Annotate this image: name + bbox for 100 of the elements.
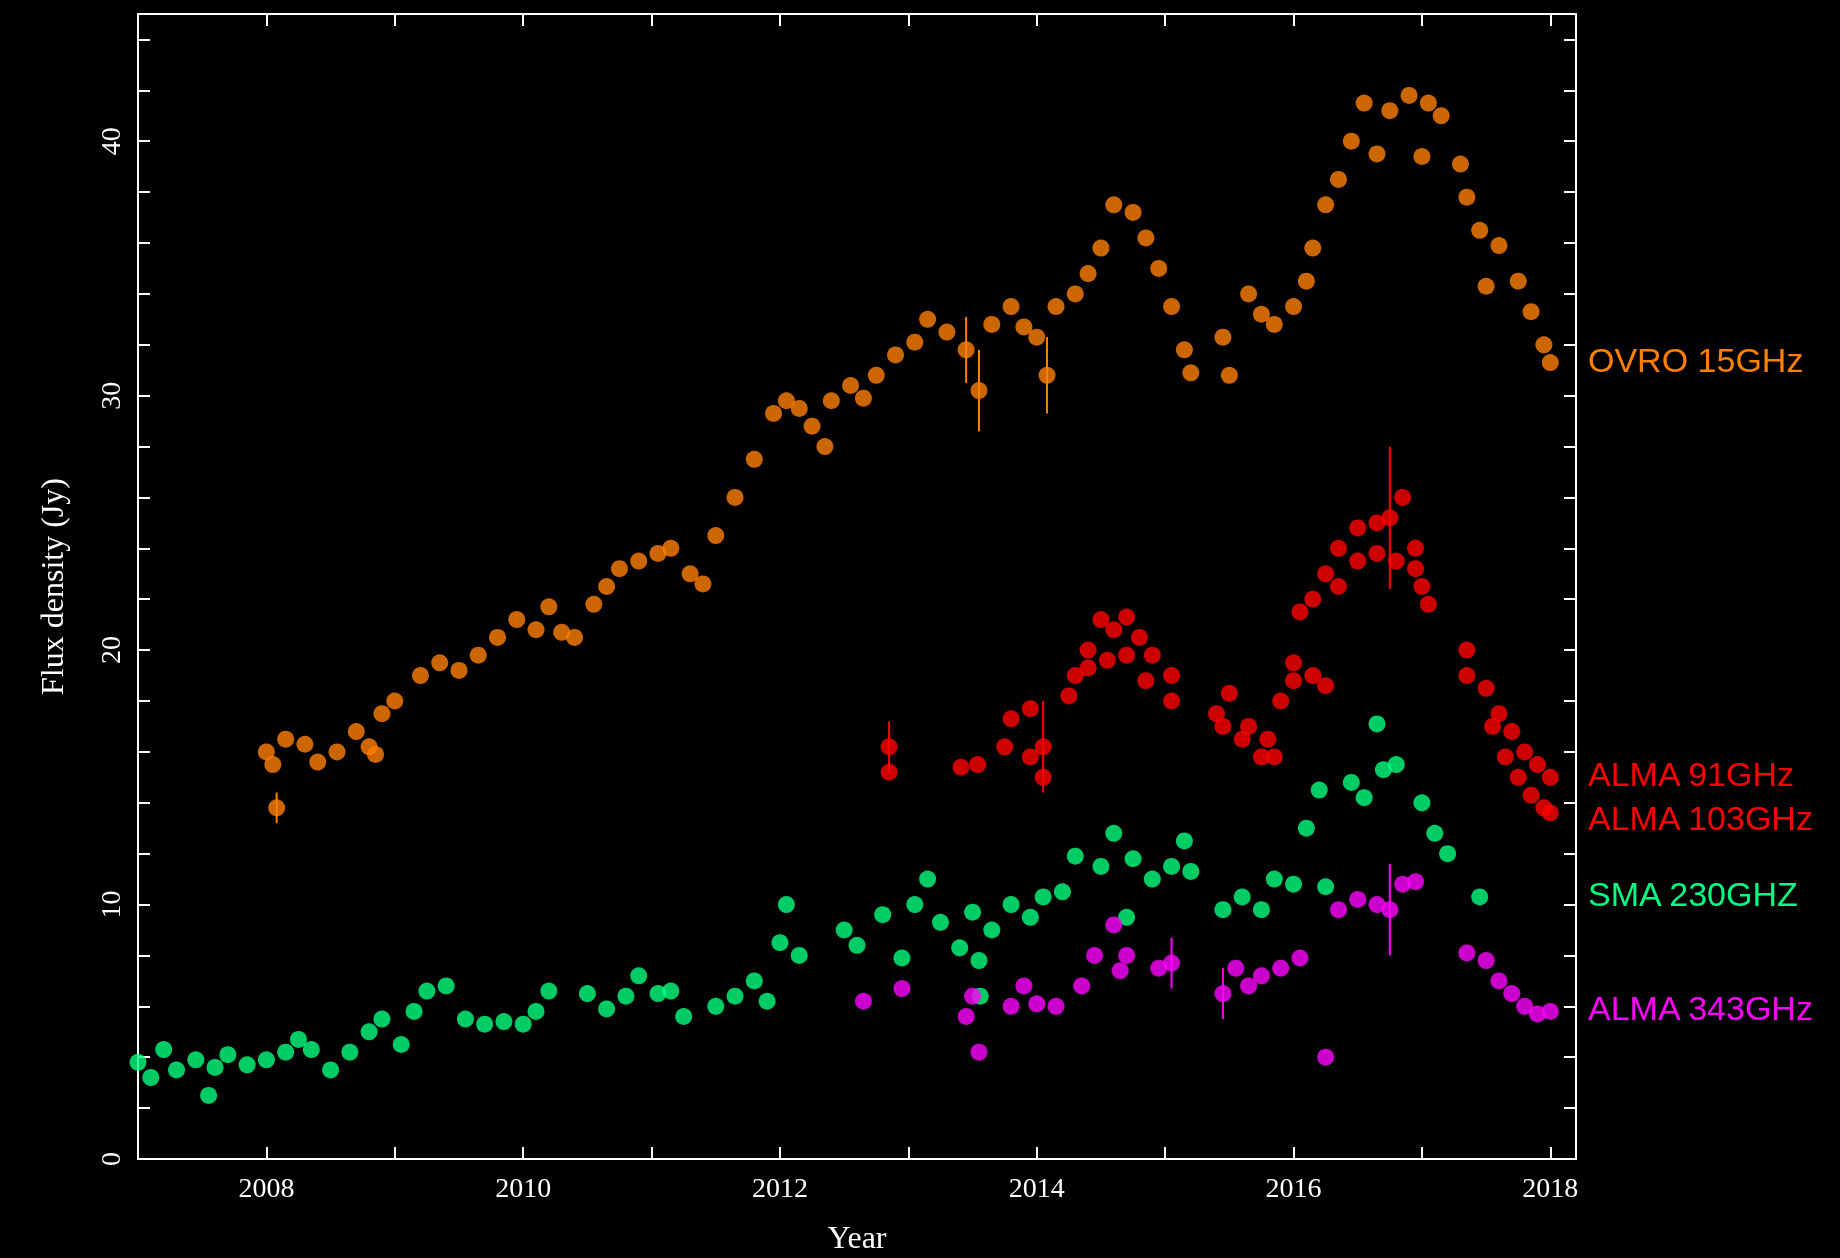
point bbox=[1458, 944, 1476, 962]
point bbox=[952, 758, 970, 776]
point bbox=[970, 1043, 988, 1061]
point bbox=[1329, 901, 1347, 919]
point bbox=[1317, 565, 1335, 583]
series-label: ALMA 103GHz bbox=[1588, 799, 1813, 838]
point bbox=[1130, 628, 1148, 646]
point bbox=[1304, 667, 1322, 685]
point bbox=[1208, 705, 1225, 723]
point bbox=[1060, 687, 1078, 705]
point bbox=[1490, 972, 1508, 990]
point bbox=[1021, 700, 1039, 718]
point bbox=[1214, 985, 1232, 1003]
point bbox=[1259, 730, 1277, 748]
point bbox=[1503, 723, 1521, 741]
point bbox=[1522, 786, 1540, 804]
point bbox=[1407, 873, 1425, 891]
point bbox=[1233, 730, 1251, 748]
point bbox=[1220, 684, 1238, 702]
point bbox=[1240, 717, 1258, 735]
point bbox=[1073, 977, 1091, 995]
point bbox=[1349, 519, 1367, 537]
point bbox=[1163, 667, 1181, 685]
point bbox=[1349, 552, 1367, 570]
point bbox=[1240, 977, 1258, 995]
point bbox=[1079, 641, 1097, 659]
point bbox=[1272, 959, 1290, 977]
y-tick-label: 0 bbox=[94, 1152, 126, 1166]
point bbox=[1381, 509, 1399, 527]
point bbox=[996, 738, 1014, 756]
point bbox=[1317, 1048, 1335, 1066]
point bbox=[1105, 621, 1123, 639]
text: SMA 230GHZ bbox=[1588, 874, 1798, 913]
point bbox=[1105, 916, 1123, 934]
point bbox=[1137, 672, 1155, 690]
point bbox=[1285, 654, 1303, 672]
point bbox=[1413, 578, 1431, 595]
point bbox=[880, 763, 898, 781]
point bbox=[1458, 641, 1476, 659]
point bbox=[1002, 997, 1020, 1015]
point bbox=[1541, 804, 1559, 822]
point bbox=[1516, 997, 1534, 1015]
point bbox=[1387, 552, 1405, 570]
series-label: ALMA 343GHz bbox=[1588, 989, 1813, 1028]
point bbox=[1098, 651, 1116, 669]
point bbox=[1407, 539, 1425, 557]
point bbox=[1477, 952, 1495, 970]
point bbox=[1002, 710, 1020, 728]
point bbox=[1163, 954, 1181, 972]
y-tick-label: 40 bbox=[94, 127, 126, 156]
point bbox=[1541, 1002, 1559, 1020]
point bbox=[1381, 901, 1399, 919]
point bbox=[1272, 692, 1290, 710]
point bbox=[1086, 946, 1104, 964]
point bbox=[1021, 748, 1039, 766]
point bbox=[1503, 985, 1521, 1003]
point bbox=[1092, 611, 1110, 629]
series-label: OVRO 15GHz bbox=[1588, 340, 1804, 379]
point bbox=[1214, 717, 1232, 735]
point bbox=[1118, 608, 1136, 626]
point bbox=[1419, 595, 1437, 613]
point bbox=[1265, 748, 1283, 766]
point bbox=[1368, 544, 1386, 562]
point bbox=[1484, 717, 1502, 735]
point bbox=[1458, 667, 1476, 685]
point bbox=[1118, 946, 1136, 964]
point bbox=[1529, 756, 1546, 774]
point bbox=[1291, 949, 1309, 967]
point bbox=[1509, 768, 1527, 786]
point bbox=[1349, 890, 1367, 908]
point bbox=[1496, 748, 1514, 766]
point bbox=[1516, 743, 1534, 761]
point bbox=[1394, 488, 1412, 506]
series-label: ALMA 91GHz bbox=[1588, 755, 1794, 794]
x-tick-label: 2016 bbox=[1265, 1171, 1322, 1203]
y-axis-title: Flux density (Jy) bbox=[34, 478, 70, 695]
point bbox=[1541, 768, 1559, 786]
x-tick-label: 2010 bbox=[495, 1171, 552, 1203]
x-tick-label: 2012 bbox=[751, 1171, 808, 1203]
point bbox=[1034, 738, 1052, 756]
point bbox=[964, 987, 982, 1005]
point bbox=[1329, 578, 1347, 595]
x-tick-label: 2014 bbox=[1008, 1171, 1065, 1203]
point bbox=[1118, 646, 1136, 664]
point bbox=[880, 738, 898, 756]
point bbox=[1028, 995, 1046, 1013]
point bbox=[1047, 997, 1065, 1015]
point bbox=[1163, 692, 1181, 710]
point bbox=[1143, 646, 1161, 664]
x-axis-title: Year bbox=[827, 1219, 887, 1255]
point bbox=[1477, 679, 1495, 697]
y-tick-label: 20 bbox=[94, 636, 126, 665]
point bbox=[1066, 667, 1084, 685]
point bbox=[1490, 705, 1508, 723]
point bbox=[1407, 560, 1425, 578]
point bbox=[1015, 977, 1033, 995]
point bbox=[1285, 672, 1303, 690]
point bbox=[1368, 896, 1386, 914]
point bbox=[1291, 603, 1309, 621]
x-tick-label: 2018 bbox=[1522, 1171, 1579, 1203]
